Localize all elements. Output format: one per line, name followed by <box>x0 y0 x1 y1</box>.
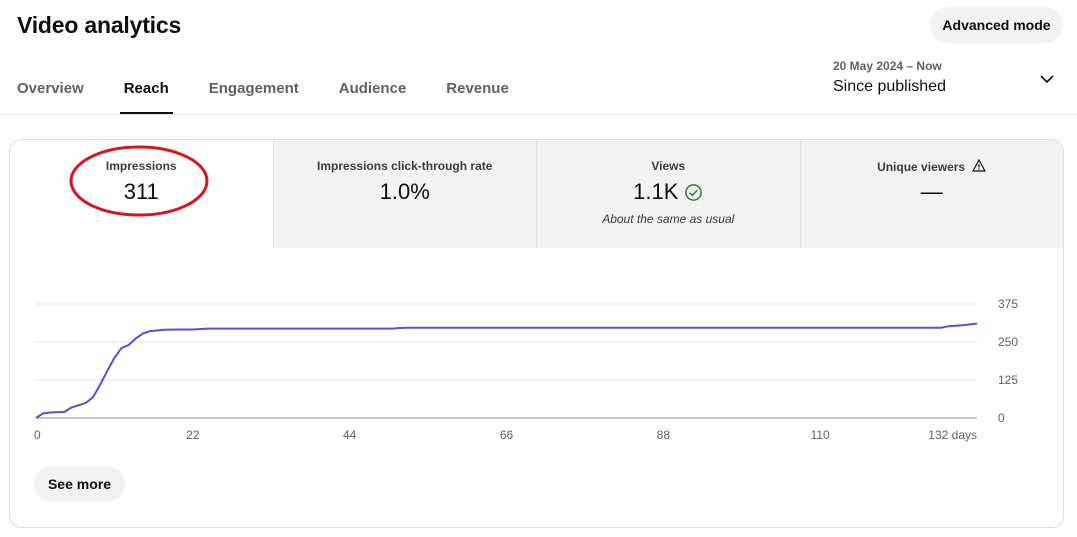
x-tick-label: 44 <box>343 428 357 442</box>
x-tick-label: 22 <box>186 428 200 442</box>
date-range-text: 20 May 2024 – Now <box>833 59 942 73</box>
metric-label: Unique viewers <box>877 160 966 174</box>
impressions-line-chart: 375 250 125 0 0 22 44 66 88 110 132 days <box>34 297 1018 442</box>
metric-impressions[interactable]: Impressions 311 <box>10 140 273 248</box>
check-circle-icon <box>685 183 703 201</box>
see-more-button[interactable]: See more <box>34 466 125 502</box>
page-title: Video analytics <box>17 12 182 38</box>
y-tick-label: 0 <box>998 411 1005 425</box>
tabs-divider <box>0 114 1077 115</box>
metric-value: 1.0% <box>379 179 430 204</box>
x-tick-label: 110 <box>811 428 830 442</box>
metric-views[interactable]: Views 1.1K About the same as usual <box>536 140 800 248</box>
metric-note: About the same as usual <box>602 212 735 226</box>
date-period-text: Since published <box>833 78 946 95</box>
x-tick-label: 66 <box>500 428 514 442</box>
x-tick-label: 0 <box>34 428 41 442</box>
metric-label: Views <box>651 159 686 173</box>
metric-ctr[interactable]: Impressions click-through rate 1.0% <box>272 140 536 248</box>
chevron-down-icon[interactable] <box>1038 72 1056 86</box>
metric-unique-viewers[interactable]: Unique viewers — <box>799 140 1063 248</box>
metric-label: Impressions <box>105 159 177 173</box>
impressions-series-line <box>35 322 978 419</box>
metric-label: Impressions click-through rate <box>317 159 493 173</box>
tab-bar: Overview Reach Engagement Audience Reven… <box>17 80 549 115</box>
tab-reach[interactable]: Reach <box>119 80 173 115</box>
tab-overview[interactable]: Overview <box>17 80 84 97</box>
advanced-mode-button[interactable]: Advanced mode <box>930 7 1063 43</box>
metric-value: — <box>920 179 943 204</box>
metric-tabs: Impressions 311 Impressions click-throug… <box>10 140 1063 248</box>
tab-revenue[interactable]: Revenue <box>446 80 509 97</box>
x-tick-label: 88 <box>657 428 671 442</box>
y-tick-label: 375 <box>998 297 1018 311</box>
metric-value: 311 <box>123 179 159 204</box>
y-tick-label: 125 <box>998 373 1018 387</box>
reach-card: Impressions 311 Impressions click-throug… <box>9 139 1064 528</box>
date-range-picker[interactable]: 20 May 2024 – Now Since published <box>833 59 946 96</box>
metric-value: 1.1K <box>633 179 679 204</box>
warning-icon[interactable] <box>972 159 987 172</box>
y-tick-label: 250 <box>998 335 1018 349</box>
tab-audience[interactable]: Audience <box>338 80 407 97</box>
x-tick-label: 132 days <box>928 428 977 442</box>
tab-engagement[interactable]: Engagement <box>208 80 299 97</box>
